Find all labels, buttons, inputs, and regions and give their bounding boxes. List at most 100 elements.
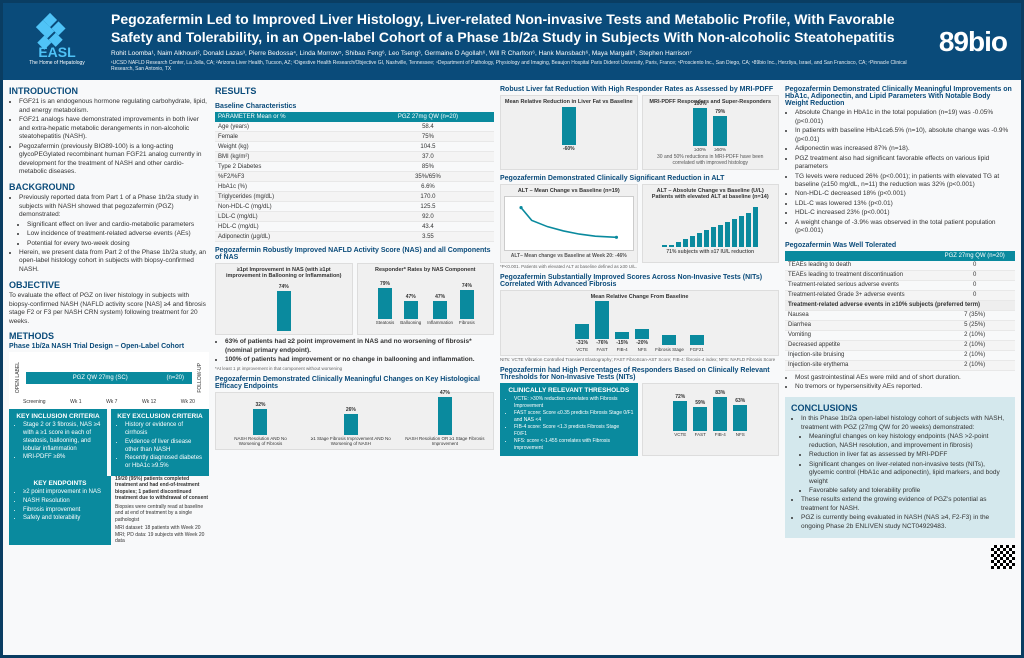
list-item: A weight change of -3.9% was observed in…: [795, 219, 1015, 236]
alt-footnote: *P<0.001. Patients with elevated ALT at …: [500, 264, 779, 269]
alt-waterfall-chart: ALT – Absolute Change vs Baseline (U/L) …: [642, 184, 780, 263]
responders-block: Pegozafermin had High Percentages of Res…: [500, 367, 779, 456]
nas-footnote: *At least 1 pt improvement in that compo…: [215, 366, 494, 371]
list-item: FGF21 analogs have demonstrated improvem…: [19, 116, 209, 141]
open-label-tag: OPEN LABEL: [13, 360, 23, 395]
bg-lead: Previously reported data from Part 1 of …: [19, 194, 209, 219]
nas-block: Pegozafermin Robustly Improved NAFLD Act…: [215, 247, 494, 370]
authors: Rohit Loomba¹, Naim Alkhouri², Donald La…: [111, 50, 925, 58]
nits-footnote: NITs: VCTE Vibration Controlled Transien…: [500, 357, 779, 362]
pdff-chart-2: MRI-PDFF Responders and Super-Responders…: [642, 95, 780, 170]
alt-heading: Pegozafermin Demonstrated Clinically Sig…: [500, 175, 779, 182]
list-item: Most gastrointestinal AEs were mild and …: [795, 374, 1015, 382]
bar: 26%≥1 Stage Fibrosis Improvement AND No …: [304, 407, 398, 446]
safety-heading: Pegozafermin Was Well Tolerated: [785, 242, 1015, 249]
bar: 47%Inflammation: [427, 294, 453, 326]
list-item: ≥2 point improvement in NAS: [23, 489, 107, 497]
background: BACKGROUND Previously reported data from…: [9, 182, 209, 275]
exclusion-box: KEY EXCLUSION CRITERIA History or eviden…: [111, 409, 209, 476]
bar: 63%NFS: [733, 398, 747, 437]
hist-heading: Pegozafermin Demonstrated Clinically Mea…: [215, 376, 494, 390]
list-item: NASH Resolution: [23, 498, 107, 506]
list-item: Stage 2 or 3 fibrosis, NAS ≥4 with a ≥1 …: [23, 422, 103, 453]
table-row: HDL-C (mg/dL)43.4: [215, 222, 494, 232]
ep-heading: KEY ENDPOINTS: [13, 480, 107, 487]
bar: 32%NASH Resolution AND No Worsening of F…: [223, 402, 298, 446]
table-row: %F2/%F335%/65%: [215, 172, 494, 182]
conc-trail1: These results extend the growing evidenc…: [801, 496, 1009, 513]
inc-heading: KEY INCLUSION CRITERIA: [13, 413, 103, 420]
table-row: TEAEs leading to treatment discontinuati…: [785, 270, 1015, 280]
nas-chart-2: Responder* Rates by NAS Component 79%Ste…: [357, 263, 495, 335]
nas-note1: 63% of patients had ≥2 point improvement…: [225, 338, 494, 355]
bar: 74%Fibrosis: [459, 283, 475, 326]
pdff-chart-1: Mean Relative Reduction in Liver Fat vs …: [500, 95, 638, 170]
list-item: MRI-PDFF ≥8%: [23, 454, 103, 462]
list-item: VCTE: >30% reduction correlates with Fib…: [514, 396, 634, 409]
nas-heading: Pegozafermin Robustly Improved NAFLD Act…: [215, 247, 494, 261]
list-item: Pegozafermin (previously BIO89-100) is a…: [19, 143, 209, 177]
bar: Fibrosis Stage: [655, 335, 684, 352]
safety-table: PGZ 27mg QW (n=20) TEAEs leading to deat…: [785, 251, 1015, 371]
poster: EASL The Home of Hepatology Pegozafermin…: [0, 0, 1024, 658]
header: EASL The Home of Hepatology Pegozafermin…: [3, 3, 1021, 80]
bar: 79%Steatosis: [376, 281, 395, 326]
easl-logo: EASL The Home of Hepatology: [17, 11, 97, 66]
treatment-arm: PGZ QW 27mg (SC) (n=20): [26, 372, 192, 384]
table-row: Non-HDL-C (mg/dL)125.5: [215, 202, 494, 212]
list-item: Favorable safety and tolerability profil…: [809, 487, 1009, 495]
completion-note: 19/20 (95%) patients completed treatment…: [115, 476, 209, 545]
obj-text: To evaluate the effect of PGZ on liver h…: [9, 292, 209, 326]
list-item: LDL-C was lowered 13% (p<0.01): [795, 200, 1015, 208]
exc-heading: KEY EXCLUSION CRITERIA: [115, 413, 205, 420]
table-row: Diarrhea5 (25%): [785, 320, 1015, 330]
bar: -76%FAST: [595, 301, 609, 352]
bar: -15%FIB-4: [615, 332, 629, 353]
table-row: Injection-site bruising2 (10%): [785, 350, 1015, 360]
list-item: FAST score: Score ≤0.35 predicts Fibrosi…: [514, 410, 634, 423]
table-row: Adiponectin (μg/dL)3.55: [215, 232, 494, 242]
alt-line-chart: ALT – Mean Change vs Baseline (n=19) ALT…: [500, 184, 638, 263]
followup-tag: FOLLOW-UP: [195, 361, 205, 395]
results-heading: RESULTS: [215, 86, 494, 96]
table-row: Vomiting2 (10%): [785, 330, 1015, 340]
methods-heading: METHODS: [9, 331, 209, 341]
list-item: Significant effect on liver and cardio-m…: [27, 221, 209, 229]
list-item: In patients with baseline HbA1c≥6.5% (n=…: [795, 127, 1015, 144]
obj-heading: OBJECTIVE: [9, 280, 209, 290]
methods-subtitle: Phase 1b/2a NASH Trial Design – Open-Lab…: [9, 343, 209, 350]
conclusions-block: CONCLUSIONS In this Phase 1b/2a open-lab…: [785, 397, 1015, 538]
table-row: TEAEs leading to death0: [785, 261, 1015, 271]
bar: 47%Ballooning: [400, 294, 421, 326]
nas-chart-1: ≥1pt Improvement in NAS (with ≥1pt impro…: [215, 263, 353, 335]
intro-heading: INTRODUCTION: [9, 86, 209, 96]
list-item: Absolute Change in HbA1c in the total po…: [795, 109, 1015, 126]
list-item: No tremors or hypersensitivity AEs repor…: [795, 383, 1015, 391]
safety-subhead: Treatment-related adverse events in ≥10%…: [785, 300, 1015, 310]
pdff-heading: Robust Liver fat Reduction With High Res…: [500, 86, 779, 93]
baseline-heading: Baseline Characteristics: [215, 103, 494, 110]
list-item: PGZ treatment also had significant favor…: [795, 155, 1015, 172]
bar: 100%≥30%: [693, 101, 707, 152]
list-item: Non-HDL-C decreased 18% (p<0.001): [795, 190, 1015, 198]
list-item: FIB-4 score: Score <1.3 predicts Fibrosi…: [514, 424, 634, 437]
metabolic-heading: Pegozafermin Demonstrated Clinically Mea…: [785, 86, 1015, 107]
col-4: Pegozafermin Demonstrated Clinically Mea…: [785, 86, 1015, 649]
qr-code-icon: [991, 545, 1015, 569]
list-item: History or evidence of cirrhosis: [125, 422, 205, 438]
alt-block: Pegozafermin Demonstrated Clinically Sig…: [500, 175, 779, 269]
timepoint: Wk 7: [106, 399, 117, 405]
bar: 79%≥50%: [713, 109, 727, 152]
methods: METHODS Phase 1b/2a NASH Trial Design – …: [9, 331, 209, 545]
list-item: NFS: score <-1.455 correlates with Fibro…: [514, 438, 634, 451]
affiliations: ¹UCSD NAFLD Research Center, La Jolla, C…: [111, 60, 925, 72]
nas-note2: 100% of patients had improvement or no c…: [225, 356, 494, 364]
objective: OBJECTIVE To evaluate the effect of PGZ …: [9, 280, 209, 326]
table-row: LDL-C (mg/dL)92.0: [215, 212, 494, 222]
table-row: Type 2 Diabetes85%: [215, 162, 494, 172]
list-item: Fibrosis improvement: [23, 507, 107, 515]
background-heading: BACKGROUND: [9, 182, 209, 192]
list-item: HDL-C increased 23% (p<0.001): [795, 209, 1015, 217]
bar: 72%VCTE: [673, 394, 687, 437]
safety-col-h: PGZ 27mg QW (n=20): [934, 251, 1015, 261]
